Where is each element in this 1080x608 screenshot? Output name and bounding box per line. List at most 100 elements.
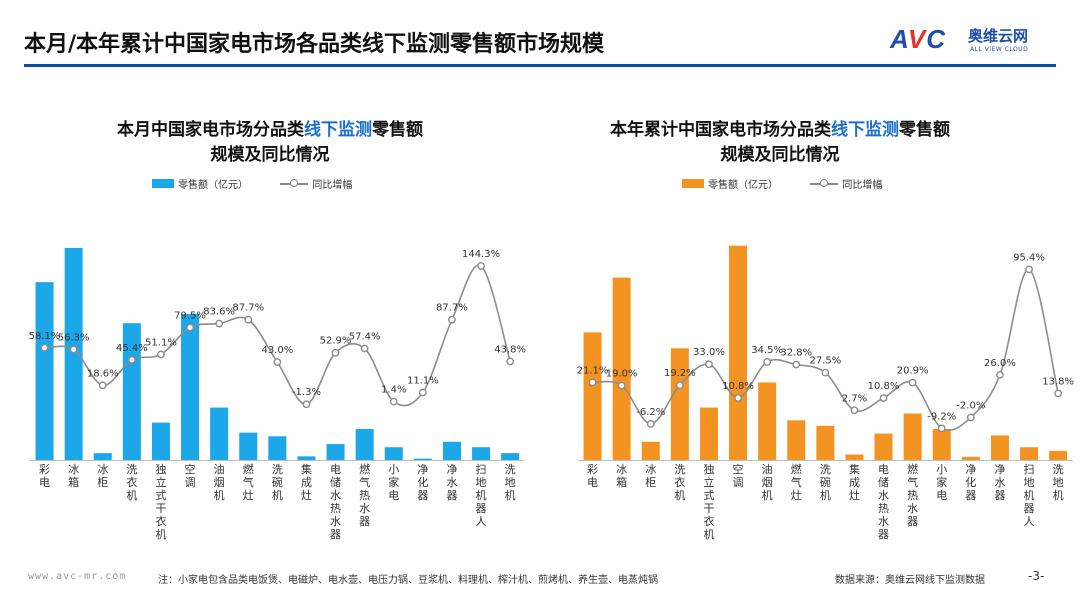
right-category-17: 洗地机: [1053, 463, 1064, 502]
right-point-10: [850, 406, 859, 415]
left-bar-1: [35, 282, 54, 460]
left-bar-9: [268, 436, 287, 460]
footer-note: 注：小家电包含品类电饭煲、电磁炉、电水壶、电压力锅、豆浆机、料理机、榨汁机、煎烤…: [158, 575, 658, 586]
right-category-10: 集成灶: [849, 462, 860, 502]
right-growth-line: [592, 268, 1059, 432]
right-point-2: [617, 381, 626, 390]
left-bar-6: [181, 314, 200, 460]
right-growth-label-15: 26.0%: [984, 358, 1016, 369]
right-bar-1: [583, 332, 602, 460]
left-bar-10: [297, 456, 316, 460]
left-bar-3: [93, 453, 112, 460]
logo-name: 奥维云网: [968, 27, 1029, 45]
left-growth-label-17: 43.8%: [494, 344, 526, 355]
left-growth-label-8: 87.7%: [232, 303, 264, 314]
logo-mark: AVC: [890, 24, 946, 54]
left-growth-label-1: 58.1%: [29, 331, 61, 342]
left-point-11: [331, 348, 340, 357]
right-growth-label-14: -2.0%: [956, 400, 985, 411]
right-bar-9: [816, 425, 835, 460]
footer-source: 数据来源：奥维云网线下监测数据: [835, 575, 985, 586]
left-category-6: 空调: [185, 462, 196, 489]
right-bar-3: [641, 441, 660, 460]
right-category-15: 净水器: [994, 462, 1005, 502]
left-growth-label-7: 83.6%: [203, 307, 235, 318]
right-category-6: 空调: [733, 462, 744, 489]
left-category-5: 独立式干衣机: [155, 463, 166, 541]
right-growth-label-8: 32.8%: [780, 348, 812, 359]
left-bar-11: [326, 444, 345, 460]
left-point-15: [448, 315, 456, 324]
left-bar-14: [413, 458, 432, 460]
right-growth-label-16: 95.4%: [1013, 252, 1045, 263]
right-legend-line-label: 同比增幅: [842, 180, 883, 191]
page-title: 本月/本年累计中国家电市场各品类线下监测零售额市场规模: [24, 32, 605, 57]
right-point-1: [588, 378, 597, 387]
right-category-14: 净化器: [965, 462, 976, 502]
left-bar-7: [210, 407, 229, 460]
left-point-4: [127, 355, 136, 364]
left-bar-15: [442, 441, 461, 460]
left-category-16: 扫地机器人: [476, 463, 487, 528]
left-category-1: 彩电: [39, 463, 50, 489]
right-growth-label-4: 19.2%: [664, 368, 696, 379]
left-title-line2: 规模及同比情况: [210, 145, 330, 165]
left-growth-label-11: 52.9%: [320, 336, 352, 347]
right-category-5: 独立式干衣机: [703, 463, 714, 541]
right-point-13: [937, 424, 946, 433]
left-point-6: [186, 323, 194, 332]
right-bar-10: [845, 454, 864, 460]
logo-tagline: ALL VIEW CLOUD: [970, 46, 1029, 53]
left-growth-label-5: 51.1%: [145, 337, 177, 348]
left-bar-2: [64, 247, 83, 460]
right-title-highlight: 线下监测: [831, 120, 899, 140]
right-bar-11: [874, 433, 893, 460]
page-number: -3-: [1028, 569, 1045, 583]
left-category-11: 电储水热水器: [330, 463, 341, 541]
right-category-12: 燃气热水器: [907, 462, 918, 528]
left-growth-label-9: 43.0%: [261, 345, 293, 356]
right-legend-bar-label: 零售额（亿元）: [708, 180, 778, 191]
left-bar-12: [355, 428, 374, 460]
right-point-16: [1025, 265, 1033, 274]
left-growth-label-3: 18.6%: [87, 368, 119, 379]
left-point-16: [477, 262, 485, 270]
left-point-5: [157, 350, 165, 359]
right-point-6: [734, 394, 742, 402]
left-bar-13: [384, 447, 403, 460]
left-bar-8: [239, 432, 258, 460]
left-category-9: 洗碗机: [272, 463, 283, 502]
left-title-suffix: 零售额: [372, 120, 423, 140]
right-point-4: [675, 381, 684, 390]
right-point-3: [646, 419, 655, 428]
right-growth-label-1: 21.1%: [577, 365, 609, 376]
left-point-14: [418, 388, 427, 397]
left-point-17: [506, 357, 515, 366]
right-bar-5: [699, 407, 718, 460]
right-growth-label-10: 2.7%: [842, 393, 867, 404]
left-legend-bar-label: 零售额（亿元）: [178, 180, 248, 191]
left-bar-17: [501, 453, 520, 460]
right-bar-12: [903, 413, 922, 460]
right-growth-label-7: 34.5%: [751, 345, 783, 356]
left-growth-label-2: 56.3%: [58, 333, 90, 344]
right-bar-6: [729, 245, 748, 460]
left-chart-title: 本月中国家电市场分品类线下监测零售额 规模及同比情况: [40, 118, 500, 168]
right-category-13: 小家电: [936, 463, 947, 502]
left-growth-label-14: 11.1%: [407, 375, 439, 386]
left-growth-label-4: 45.4%: [116, 343, 148, 354]
left-point-13: [389, 397, 398, 406]
left-category-7: 油烟机: [214, 462, 225, 502]
right-category-11: 电储水热水器: [878, 463, 889, 541]
left-bar-5: [151, 422, 170, 460]
right-category-2: 冰箱: [616, 463, 627, 489]
right-category-16: 扫地机器人: [1024, 463, 1035, 528]
left-title-prefix: 本月中国家电市场分品类: [117, 120, 304, 140]
right-category-1: 彩电: [587, 463, 598, 489]
left-category-2: 冰箱: [68, 463, 79, 489]
right-bar-2: [612, 277, 631, 460]
right-point-7: [763, 358, 772, 366]
right-bar-14: [961, 456, 980, 460]
footer-website: www.avc-mr.com: [28, 571, 127, 582]
